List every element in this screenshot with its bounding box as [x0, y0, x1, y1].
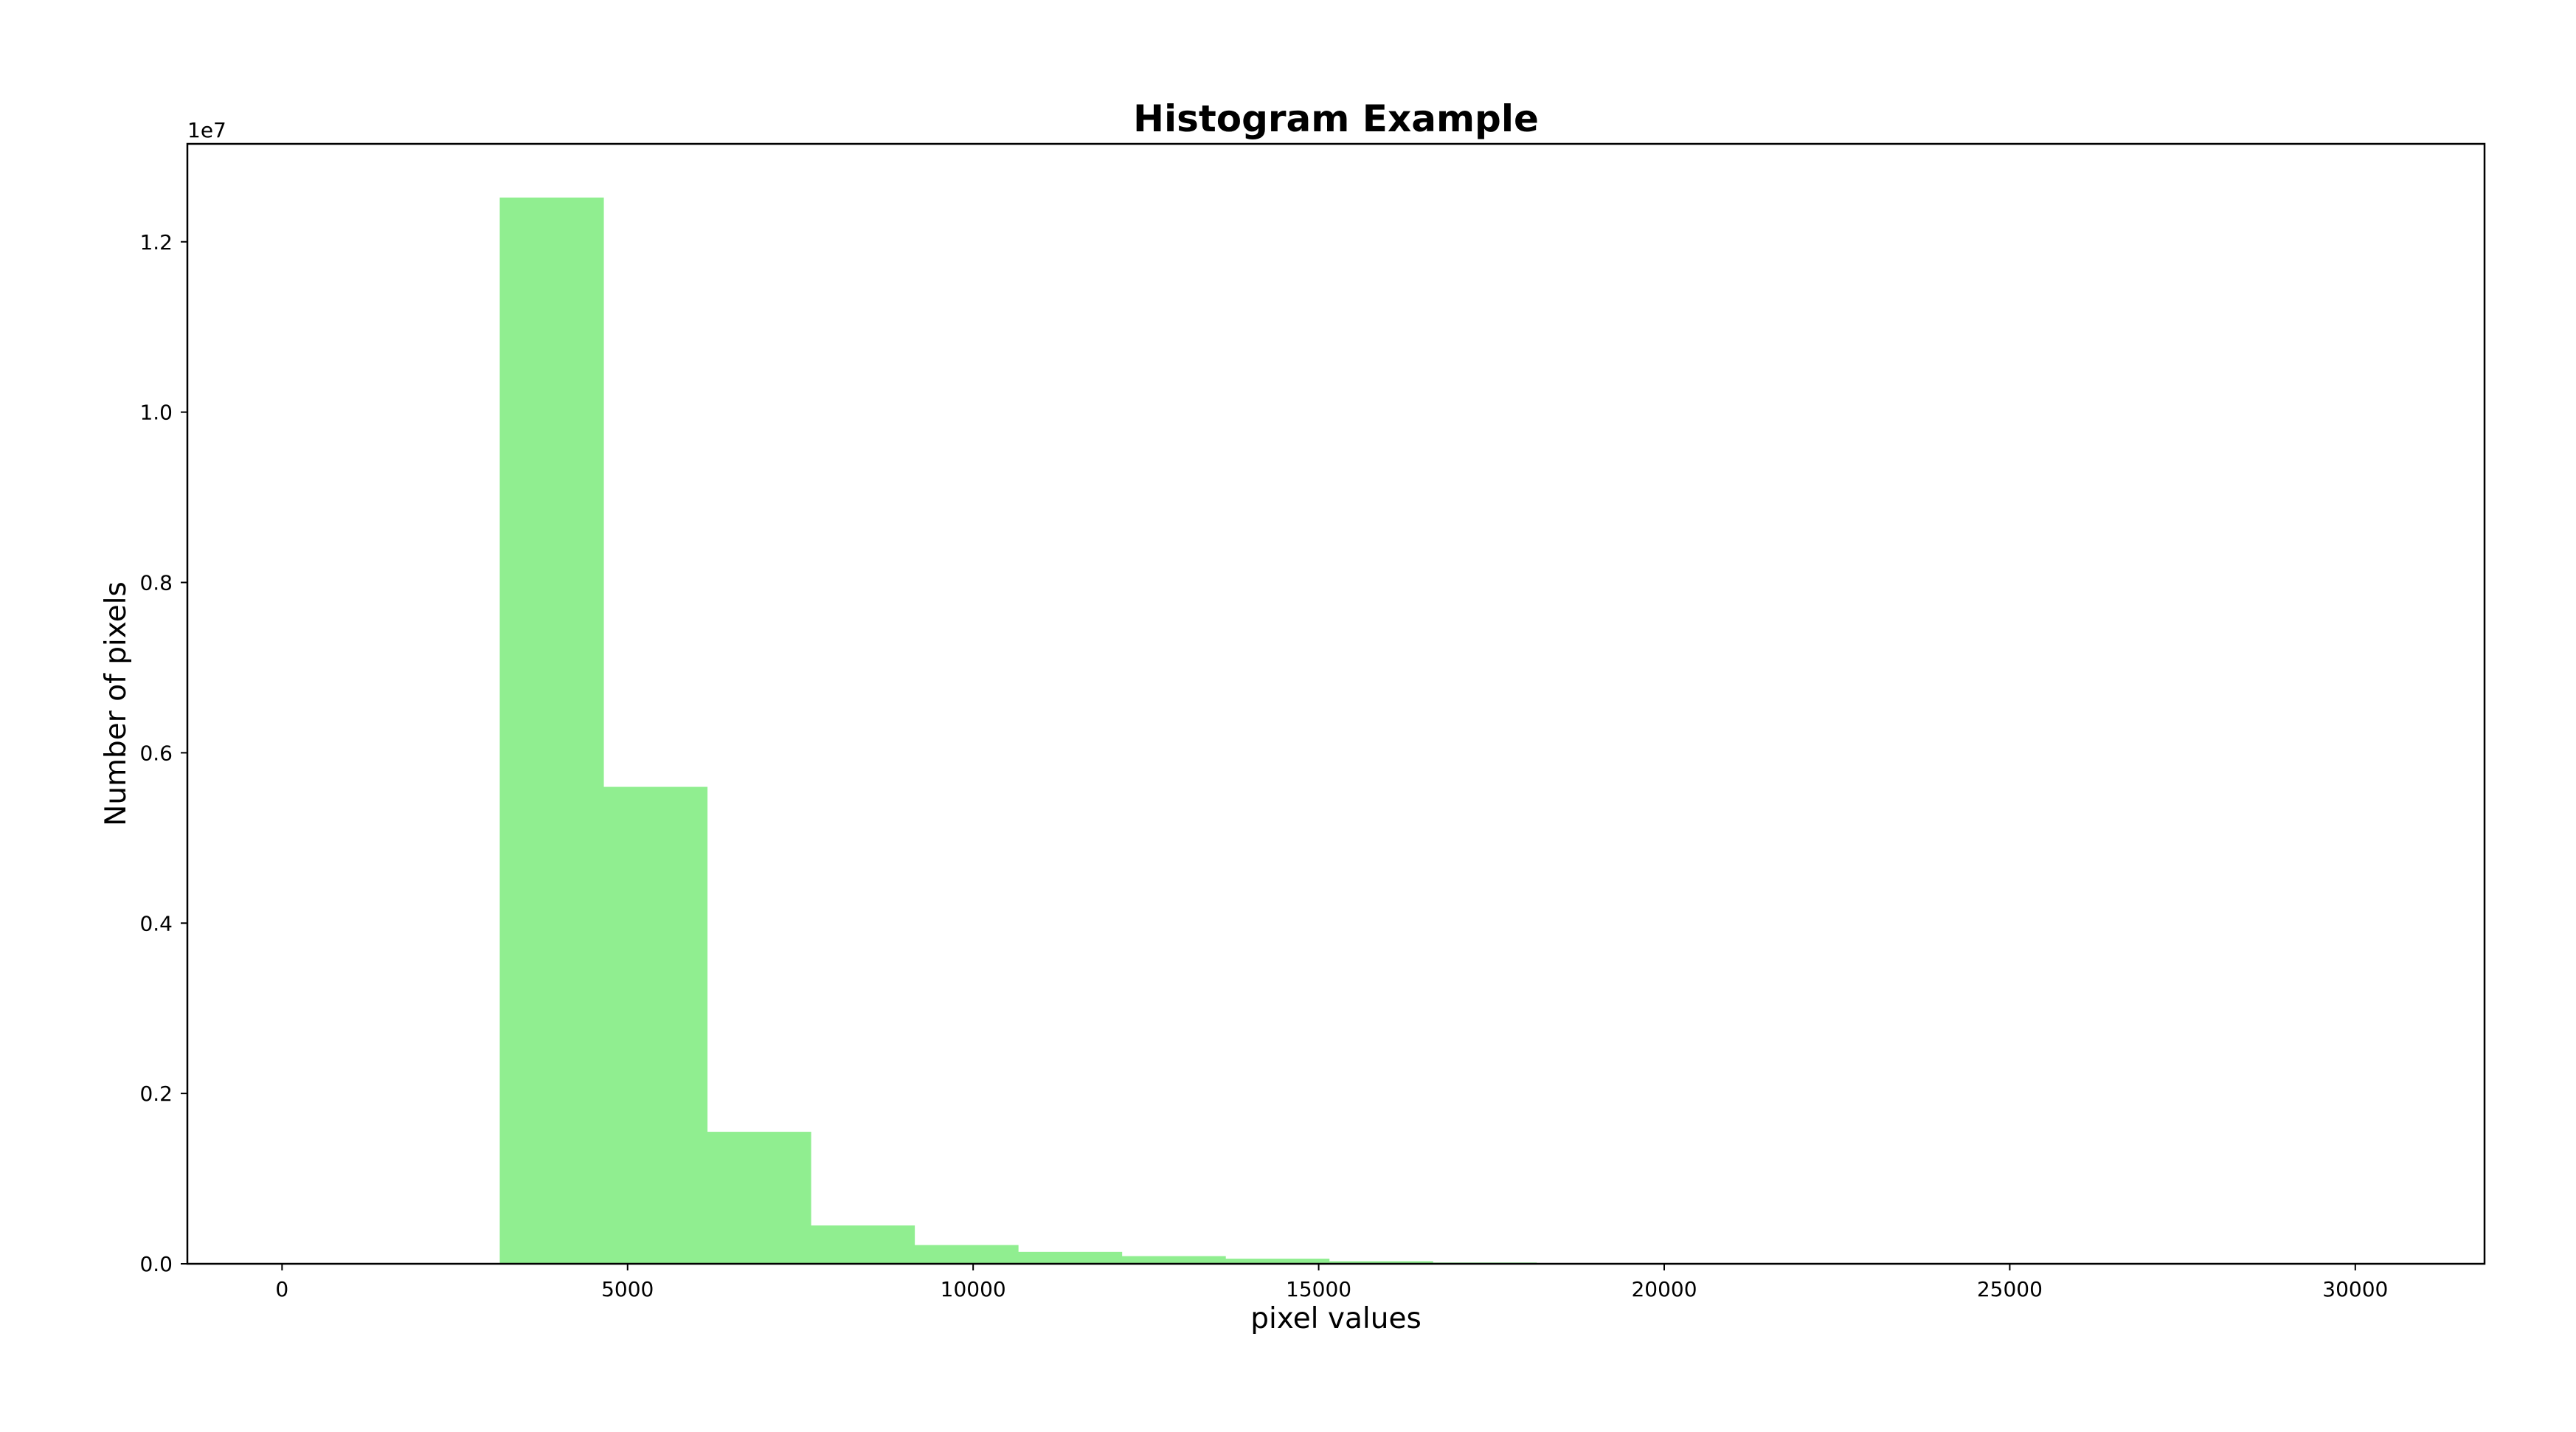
histogram-bar-4 — [914, 1245, 1019, 1264]
histogram-bar-3 — [811, 1225, 915, 1264]
x-tick-label-1: 5000 — [601, 1277, 654, 1301]
histogram-bar-7 — [1225, 1259, 1330, 1264]
y-tick-label-3: 0.6 — [139, 741, 173, 765]
x-tick-label-4: 20000 — [1631, 1277, 1697, 1301]
x-tick-label-6: 30000 — [2322, 1277, 2388, 1301]
histogram-bar-8 — [1329, 1261, 1433, 1264]
y-tick-label-2: 0.4 — [139, 911, 173, 935]
y-axis-label: Number of pixels — [100, 581, 133, 826]
y-tick-label-5: 1.0 — [139, 401, 173, 425]
y-tick-label-4: 0.8 — [139, 571, 173, 595]
chart-title: Histogram Example — [1133, 97, 1539, 140]
histogram-bar-2 — [707, 1132, 811, 1264]
y-tick-label-1: 0.2 — [139, 1082, 173, 1106]
x-tick-label-0: 0 — [275, 1277, 288, 1301]
x-axis-ticks: 0 5000 10000 15000 20000 25000 30000 — [275, 1264, 2388, 1301]
y-tick-label-6: 1.2 — [139, 230, 173, 255]
histogram-bar-1 — [603, 786, 708, 1264]
histogram-bar-6 — [1121, 1256, 1226, 1264]
x-axis-label: pixel values — [1250, 1302, 1422, 1335]
y-axis-ticks: 0.0 0.2 0.4 0.6 0.8 1.0 1.2 — [139, 230, 187, 1276]
plot-frame — [186, 142, 2486, 1265]
x-tick-label-5: 25000 — [1977, 1277, 2043, 1301]
x-tick-label-2: 10000 — [941, 1277, 1006, 1301]
x-tick-label-3: 15000 — [1286, 1277, 1351, 1301]
y-axis-offset-text: 1e7 — [187, 118, 226, 142]
histogram-bar-0 — [499, 197, 604, 1265]
histogram-bars — [499, 197, 1641, 1265]
histogram-bar-5 — [1018, 1251, 1123, 1264]
y-tick-label-0: 0.0 — [139, 1252, 173, 1276]
